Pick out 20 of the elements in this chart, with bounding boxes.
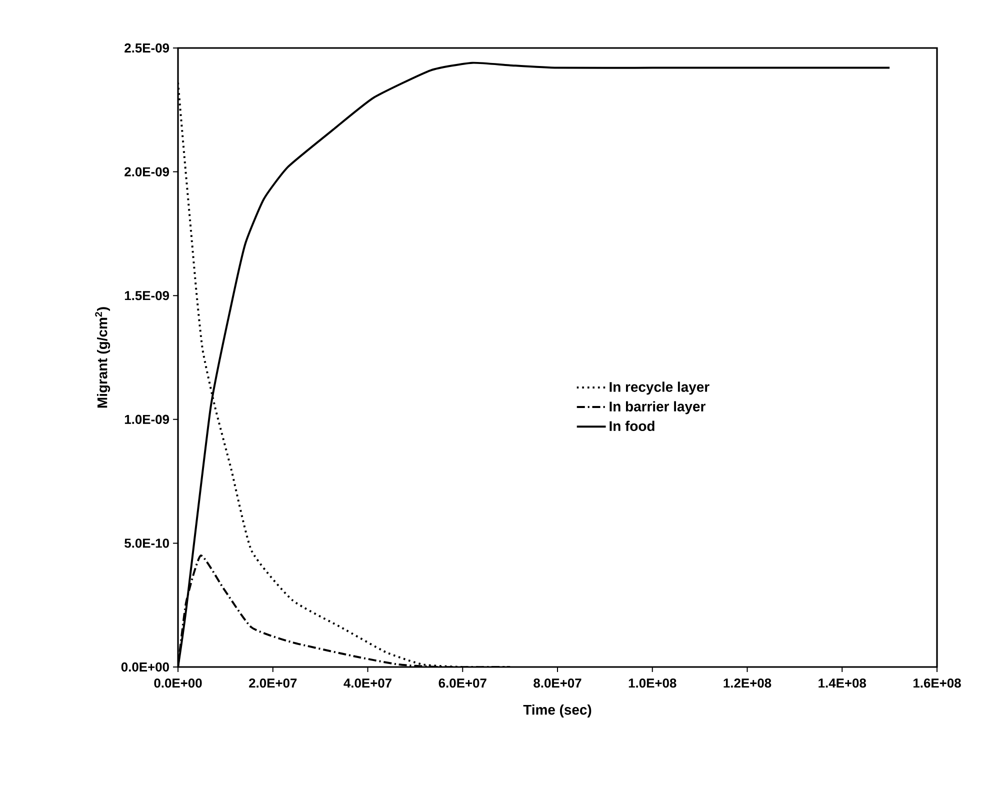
y-tick-label: 2.0E-09	[124, 167, 170, 176]
x-tick-label: 6.0E+07	[438, 678, 486, 688]
x-tick-label: 1.4E+08	[818, 678, 866, 688]
x-tick-label: 1.0E+08	[628, 678, 676, 688]
x-tick-label: 2.0E+07	[249, 678, 297, 688]
y-tick-label: 1.0E-09	[124, 414, 170, 424]
legend-label: In recycle layer	[610, 382, 710, 395]
x-tick-label: 1.6E+08	[914, 678, 961, 688]
x-tick-label: 8.0E+07	[534, 678, 582, 688]
x-axis-title: Time (sec)	[523, 704, 592, 718]
y-tick-label: 0.0E+00	[121, 662, 169, 672]
x-tick-label: 4.0E+07	[344, 678, 392, 688]
y-tick-label: 1.5E-09	[124, 291, 170, 300]
legend-label: In food	[610, 420, 654, 432]
y-tick-label: 5.0E-10	[124, 538, 169, 548]
y-tick-label: 2.5E-09	[124, 43, 170, 53]
x-tick-label: 1.2E+08	[724, 678, 772, 688]
x-tick-label: 0.0E+00	[154, 678, 202, 688]
y-axis-title: Migrant (g/cm$^{2}$)	[95, 307, 110, 408]
legend-label: In barrier layer	[610, 401, 706, 414]
